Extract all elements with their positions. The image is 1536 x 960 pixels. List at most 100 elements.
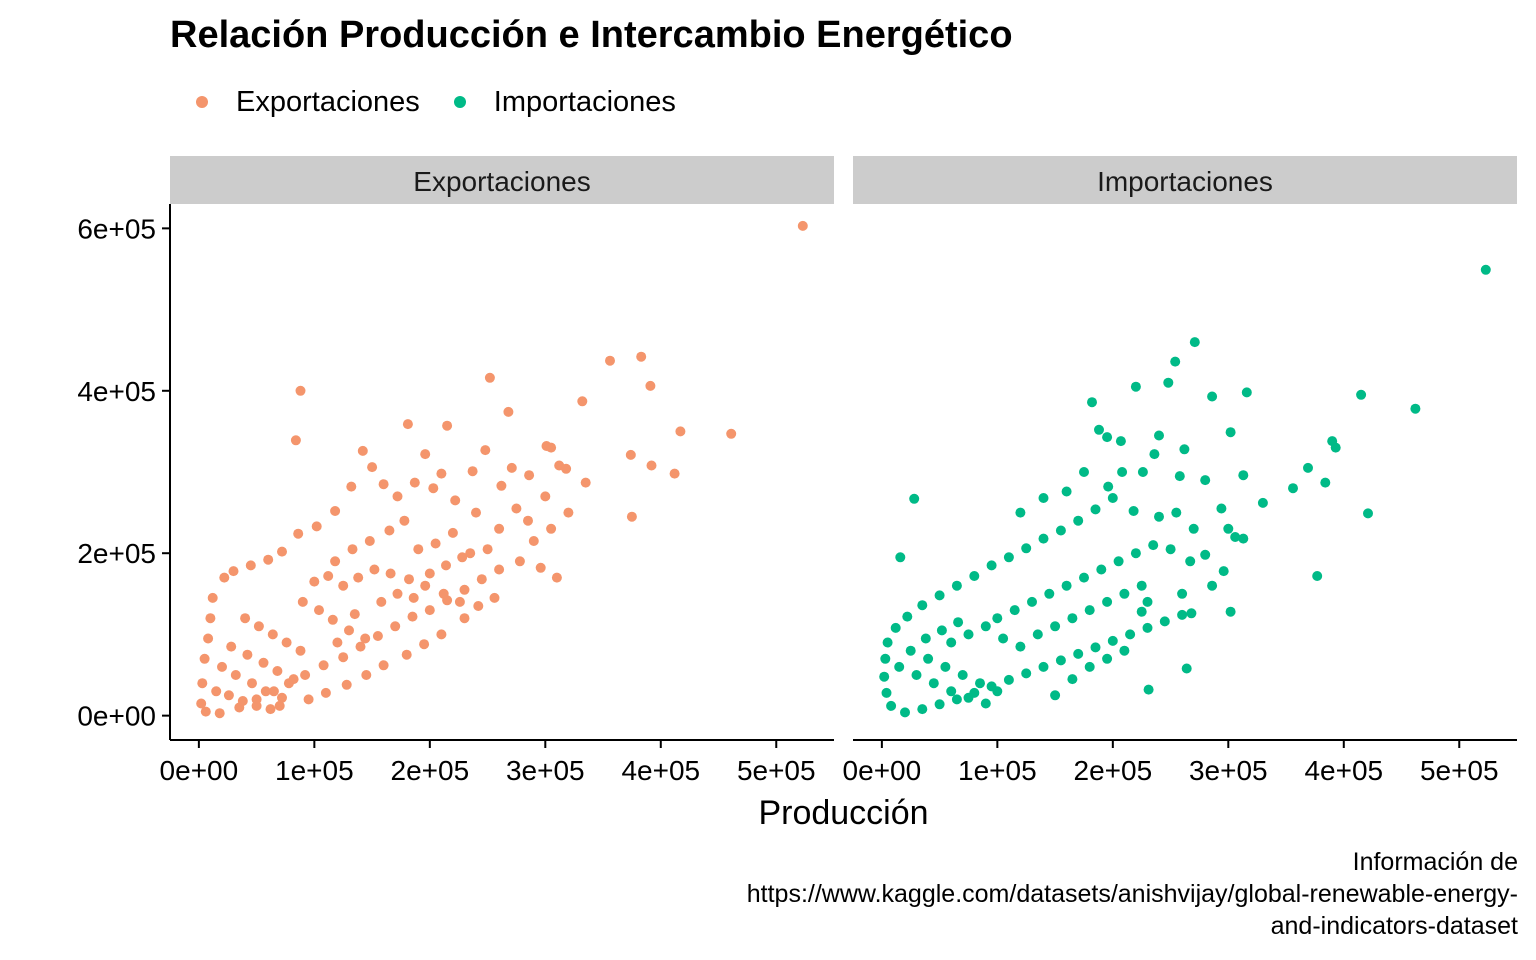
data-point [378, 479, 389, 490]
data-point [1159, 616, 1170, 627]
data-point [963, 692, 974, 703]
data-point [494, 523, 505, 534]
data-point [338, 580, 349, 591]
data-point [1107, 635, 1118, 646]
legend-label-exportaciones: Exportaciones [236, 85, 420, 118]
data-point [1288, 483, 1298, 494]
data-point [675, 426, 686, 437]
data-point [361, 670, 372, 680]
x-tick-label: 2e+05 [1074, 755, 1153, 786]
data-point [1073, 648, 1084, 659]
data-point [476, 574, 487, 585]
x-tick-label: 3e+05 [506, 755, 585, 786]
data-point [890, 622, 901, 633]
data-point [1181, 663, 1192, 674]
data-point [404, 574, 414, 585]
data-point [1165, 544, 1176, 555]
data-point [272, 666, 283, 676]
data-point [1218, 566, 1229, 577]
data-point [580, 477, 591, 488]
data-point [626, 511, 637, 522]
data-point [563, 507, 574, 518]
data-point [353, 572, 364, 583]
data-point [1200, 475, 1211, 486]
x-tick-label: 4e+05 [1304, 755, 1383, 786]
data-point [1154, 511, 1164, 522]
x-tick-label: 3e+05 [1189, 755, 1268, 786]
data-point [900, 707, 910, 718]
data-point [1330, 442, 1341, 453]
data-point [1102, 653, 1113, 664]
y-tick-label: 0e+00 [77, 701, 156, 732]
data-point [636, 351, 647, 362]
x-tick-label: 2e+05 [391, 755, 470, 786]
data-point [1238, 533, 1249, 544]
data-point [369, 564, 380, 575]
x-tick-label: 5e+05 [737, 755, 816, 786]
data-point [1177, 609, 1188, 620]
data-point [1003, 552, 1014, 563]
data-point [1050, 621, 1061, 632]
data-point [346, 481, 357, 492]
data-point [1216, 503, 1227, 514]
data-point [1170, 356, 1181, 367]
data-point [934, 590, 945, 601]
data-point [309, 576, 320, 587]
data-point [447, 527, 458, 538]
data-point [963, 629, 974, 640]
data-point [511, 503, 522, 514]
data-point [540, 491, 551, 502]
data-point [247, 678, 257, 689]
data-point [1200, 549, 1211, 560]
data-point [311, 521, 322, 532]
data-point [378, 660, 389, 671]
data-point [200, 706, 211, 717]
data-point [1015, 641, 1026, 652]
data-point [281, 637, 292, 648]
data-point [1174, 471, 1185, 482]
data-point [1363, 508, 1373, 519]
data-point [1142, 596, 1153, 607]
data-point [934, 699, 945, 710]
caption-line-2: https://www.kaggle.com/datasets/anishvij… [746, 880, 1518, 908]
data-point [274, 700, 285, 711]
data-point [372, 631, 383, 641]
data-point [320, 687, 331, 698]
data-point [211, 686, 222, 697]
data-point [881, 687, 892, 698]
data-point [625, 449, 636, 460]
data-point [1188, 523, 1199, 534]
data-point [1084, 661, 1095, 672]
data-point [923, 653, 934, 664]
data-point [1130, 548, 1141, 559]
data-point [928, 678, 939, 689]
data-point [1067, 613, 1078, 624]
data-point [327, 614, 338, 625]
data-point [946, 637, 957, 648]
data-point [436, 629, 447, 640]
data-point [332, 637, 343, 648]
data-point [392, 491, 403, 502]
data-point [226, 641, 237, 652]
data-point [242, 649, 253, 660]
data-point [450, 495, 461, 506]
data-point [605, 355, 615, 366]
data-point [330, 556, 341, 567]
data-point [1021, 668, 1032, 679]
facet-strip [853, 156, 1517, 204]
data-point [349, 609, 360, 620]
data-point [1241, 387, 1252, 398]
data-point [217, 661, 227, 672]
data-point [992, 686, 1003, 697]
data-point [385, 568, 396, 579]
data-point [797, 220, 808, 231]
data-point [1084, 605, 1095, 616]
data-point [408, 592, 419, 603]
data-point [1015, 507, 1026, 518]
legend-marker-importaciones [453, 96, 466, 108]
data-point [219, 572, 230, 583]
data-point [1079, 572, 1089, 583]
data-point [936, 625, 947, 636]
data-point [295, 385, 306, 396]
